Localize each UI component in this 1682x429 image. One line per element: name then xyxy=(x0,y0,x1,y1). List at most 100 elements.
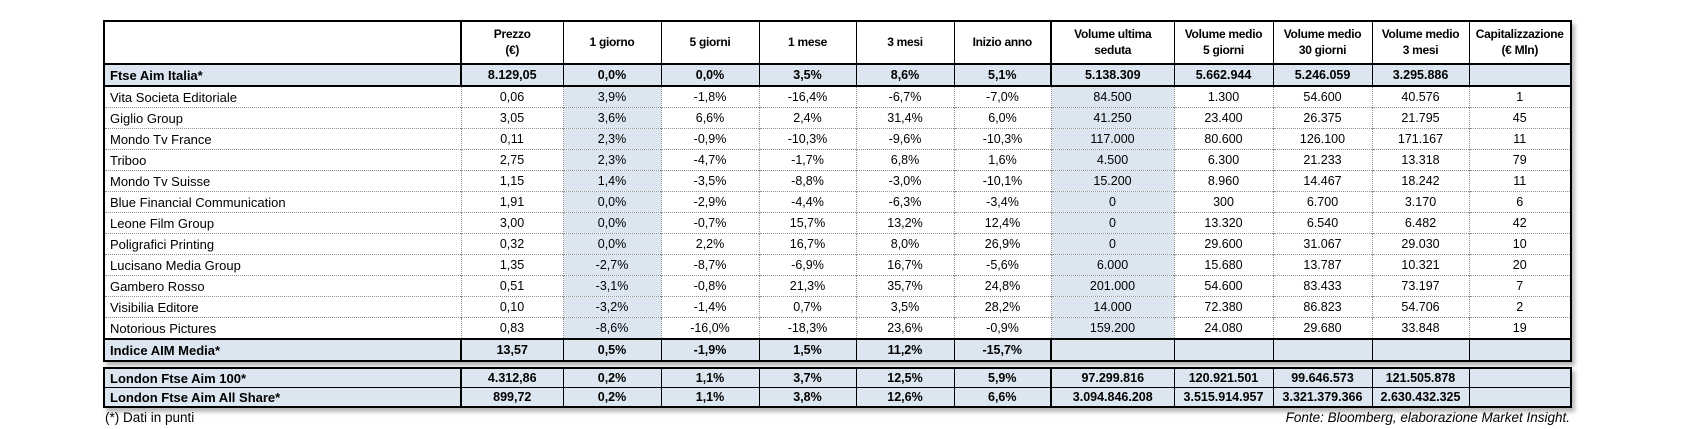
table-row: Vita Societa Editoriale 0,06 3,9% -1,8% -16,… xyxy=(104,85,1571,108)
cell-vol_ultima: 14.000 xyxy=(1050,296,1174,318)
cell-g1: -8,6% xyxy=(562,317,661,339)
cell-prezzo: 3,00 xyxy=(460,212,563,234)
cell-g5: -1,4% xyxy=(660,296,759,318)
cell-m3: 16,7% xyxy=(855,254,954,276)
cell-vol_medio_30g: 126.100 xyxy=(1272,128,1372,150)
cell-m1: 0,7% xyxy=(758,296,856,318)
cell-inizio: -10,3% xyxy=(953,128,1051,150)
cell-vol_medio_3m: 73.197 xyxy=(1371,275,1469,297)
cell-vol_medio_30g: 3.321.379.366 xyxy=(1272,387,1373,408)
header-row: Prezzo (€) 1 giorno 5 giorni 1 mese 3 mesi In… xyxy=(103,20,1572,65)
cell-vol_medio_30g: 31.067 xyxy=(1272,233,1372,255)
cell-m3: 11,2% xyxy=(855,338,955,362)
cell-prezzo: 4.312,86 xyxy=(460,367,564,388)
cell-m3: -3,0% xyxy=(855,170,954,192)
cell-m1: 2,4% xyxy=(758,107,856,129)
cell-prezzo: 8.129,05 xyxy=(460,63,564,87)
cell-g5: -1,8% xyxy=(660,85,759,108)
cell-cap: 42 xyxy=(1468,212,1571,234)
col-header-m1: 1 mese xyxy=(758,20,857,65)
table-row: Mondo Tv France 0,11 2,3% -0,9% -10,3% -9,6% -… xyxy=(104,128,1571,150)
cell-cap xyxy=(1468,63,1572,87)
cell-m1: -16,4% xyxy=(758,85,856,108)
cell-prezzo: 0,32 xyxy=(460,233,563,255)
cell-vol_medio_3m: 3.295.886 xyxy=(1371,63,1470,87)
cell-prezzo: 0,11 xyxy=(460,128,563,150)
cell-cap: 10 xyxy=(1468,233,1571,255)
cell-vol_medio_3m xyxy=(1371,338,1470,362)
cell-g5: -16,0% xyxy=(660,317,759,339)
cell-vol_medio_30g: 29.680 xyxy=(1272,317,1372,339)
cell-vol_medio_5g: 5.662.944 xyxy=(1173,63,1274,87)
cell-name: Mondo Tv Suisse xyxy=(104,170,461,192)
cell-vol_medio_5g: 54.600 xyxy=(1173,275,1273,297)
cell-cap: 6 xyxy=(1468,191,1571,213)
cell-m3: 3,5% xyxy=(855,296,954,318)
col-header-g1: 1 giorno xyxy=(562,20,662,65)
cell-m1: 16,7% xyxy=(758,233,856,255)
cell-vol_ultima: 97.299.816 xyxy=(1050,367,1175,388)
index-row: London Ftse Aim All Share* 899,72 0,2% 1,1%… xyxy=(103,387,1572,408)
cell-g1: 0,0% xyxy=(562,63,662,87)
cell-g1: 3,9% xyxy=(562,85,661,108)
cell-cap: 7 xyxy=(1468,275,1571,297)
cell-vol_ultima: 159.200 xyxy=(1050,317,1174,339)
cell-m3: 6,8% xyxy=(855,149,954,171)
cell-prezzo: 0,10 xyxy=(460,296,563,318)
cell-vol_medio_3m: 3.170 xyxy=(1371,191,1469,213)
cell-prezzo: 1,91 xyxy=(460,191,563,213)
cell-vol_medio_30g: 6.540 xyxy=(1272,212,1372,234)
cell-g5: -0,7% xyxy=(660,212,759,234)
table-row: Blue Financial Communication 1,91 0,0% -2,9… xyxy=(104,191,1571,213)
cell-vol_medio_30g: 21.233 xyxy=(1272,149,1372,171)
cell-vol_ultima: 84.500 xyxy=(1050,85,1174,108)
cell-inizio: -7,0% xyxy=(953,85,1051,108)
cell-m3: -9,6% xyxy=(855,128,954,150)
table-row: Mondo Tv Suisse 1,15 1,4% -3,5% -8,8% -3,0% -1… xyxy=(104,170,1571,192)
cell-prezzo: 1,15 xyxy=(460,170,563,192)
cell-vol_medio_5g: 120.921.501 xyxy=(1173,367,1274,388)
cell-inizio: -0,9% xyxy=(953,317,1051,339)
cell-inizio: 5,1% xyxy=(953,63,1052,87)
cell-vol_medio_5g: 1.300 xyxy=(1173,85,1273,108)
cell-vol_ultima: 0 xyxy=(1050,212,1174,234)
col-header-m3: 3 mesi xyxy=(855,20,955,65)
cell-name: Blue Financial Communication xyxy=(104,191,461,213)
cell-m1: -4,4% xyxy=(758,191,856,213)
cell-g5: 6,6% xyxy=(660,107,759,129)
cell-vol_medio_5g: 80.600 xyxy=(1173,128,1273,150)
cell-vol_ultima: 3.094.846.208 xyxy=(1050,387,1175,408)
cell-m1: 15,7% xyxy=(758,212,856,234)
cell-m1: 3,7% xyxy=(758,367,857,388)
cell-g5: 1,1% xyxy=(660,387,760,408)
cell-vol_medio_5g: 3.515.914.957 xyxy=(1173,387,1274,408)
cell-vol_ultima: 0 xyxy=(1050,233,1174,255)
cell-vol_ultima: 6.000 xyxy=(1050,254,1174,276)
cell-vol_medio_5g: 15.680 xyxy=(1173,254,1273,276)
cell-cap: 19 xyxy=(1468,317,1571,339)
cell-g5: 1,1% xyxy=(660,367,760,388)
cell-g1: 1,4% xyxy=(562,170,661,192)
cell-name: Visibilia Editore xyxy=(104,296,461,318)
cell-cap: 79 xyxy=(1468,149,1571,171)
cell-g1: 0,2% xyxy=(562,367,662,388)
table-row: Notorious Pictures 0,83 -8,6% -16,0% -18,3% 2… xyxy=(104,317,1571,339)
col-header-cap: Capitalizzazione (€ Mln) xyxy=(1468,20,1572,65)
cell-vol_medio_3m: 6.482 xyxy=(1371,212,1469,234)
cell-vol_medio_5g: 29.600 xyxy=(1173,233,1273,255)
cell-name: Poligrafici Printing xyxy=(104,233,461,255)
cell-g5: -0,8% xyxy=(660,275,759,297)
cell-vol_ultima: 15.200 xyxy=(1050,170,1174,192)
cell-g1: 2,3% xyxy=(562,128,661,150)
cell-g5: 0,0% xyxy=(660,63,760,87)
cell-vol_medio_5g xyxy=(1173,338,1274,362)
source-note: Fonte: Bloomberg, elaborazione Market In… xyxy=(1285,410,1570,425)
cell-vol_medio_30g: 13.787 xyxy=(1272,254,1372,276)
cell-vol_medio_5g: 72.380 xyxy=(1173,296,1273,318)
cell-g1: 0,2% xyxy=(562,387,662,408)
cell-vol_medio_3m: 13.318 xyxy=(1371,149,1469,171)
cell-vol_medio_30g: 54.600 xyxy=(1272,85,1372,108)
cell-m3: -6,3% xyxy=(855,191,954,213)
cell-g1: 0,0% xyxy=(562,191,661,213)
